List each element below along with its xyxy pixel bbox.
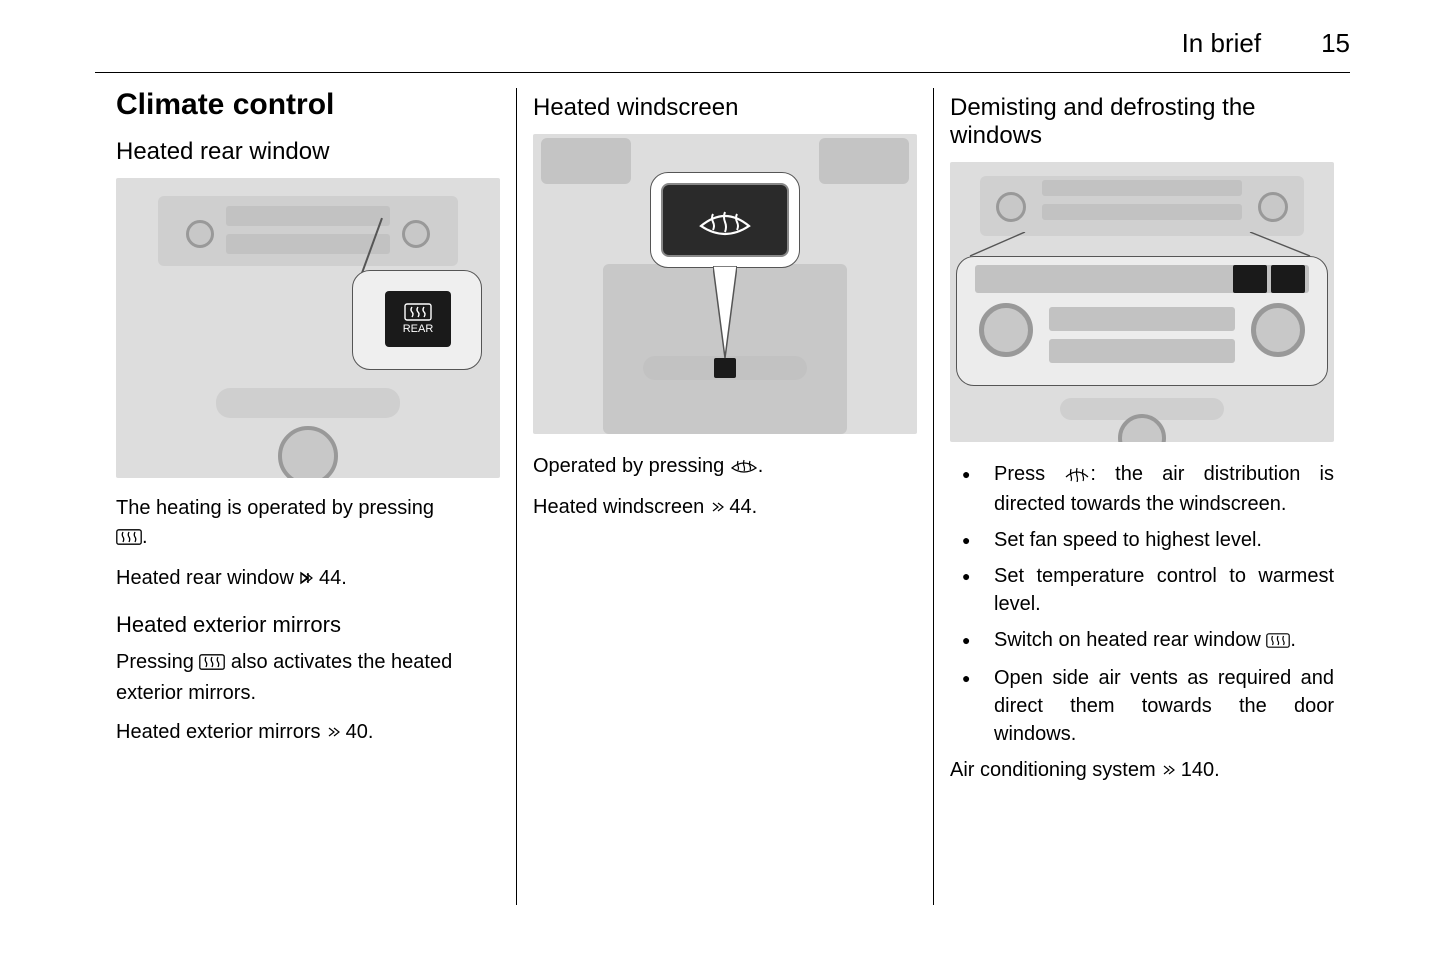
header-section: In brief xyxy=(1182,28,1262,59)
enlarged-knob-right xyxy=(1251,303,1305,357)
page-header: In brief 15 xyxy=(1182,28,1350,59)
content-columns: Climate control Heated rear window REAR xyxy=(100,88,1350,905)
column-3: Demisting and defrosting the windows xyxy=(933,88,1350,905)
enlarged-btn-row-mid2 xyxy=(1049,339,1235,363)
text: . xyxy=(758,455,764,477)
heated-windscreen-icon xyxy=(697,200,753,240)
enlarged-btn-row-mid1 xyxy=(1049,307,1235,331)
step-temperature: Set temperature control to warmest level… xyxy=(950,562,1334,618)
vent-right xyxy=(819,138,909,184)
callout-pointer xyxy=(713,266,737,362)
text: Air conditioning system xyxy=(950,759,1161,781)
rear-defrost-icon-inline xyxy=(199,650,225,679)
front-defrost-button xyxy=(1233,265,1267,293)
column-1: Climate control Heated rear window REAR xyxy=(100,88,516,905)
callout-enlarged-panel xyxy=(956,256,1328,386)
rear-defrost-button xyxy=(1271,265,1305,293)
text: . xyxy=(142,526,148,548)
para-heating-operated: The heating is operated by pressing . xyxy=(116,494,500,554)
text: Operated by pressing xyxy=(533,455,730,477)
para-windscreen-xref: Heated windscreen 44. xyxy=(533,493,917,523)
para-mirrors-xref: Heated exterior mirrors 40. xyxy=(116,718,500,748)
callout-box xyxy=(650,172,800,268)
text: Switch on heated rear window xyxy=(994,629,1266,651)
text: . xyxy=(1290,629,1296,651)
enlarged-knob-left xyxy=(979,303,1033,357)
callout-leaders xyxy=(950,232,1334,262)
figure-heated-windscreen xyxy=(533,134,917,434)
figure-heated-rear-window: REAR xyxy=(116,178,500,478)
step-press-defrost: Press : the air distribution is directed… xyxy=(950,460,1334,518)
text: 44. xyxy=(724,496,757,518)
demist-steps: Press : the air distribution is directed… xyxy=(950,460,1334,748)
knob-right xyxy=(402,220,430,248)
column-2: Heated windscreen xyxy=(516,88,933,905)
text: Heated rear window xyxy=(116,567,299,589)
text: The heating is operated by pressing xyxy=(116,497,434,519)
xref-arrow-icon xyxy=(710,494,724,523)
step-heated-rear: Switch on heated rear window . xyxy=(950,626,1334,656)
rear-defrost-icon-inline xyxy=(1266,628,1290,656)
front-defrost-icon xyxy=(1064,462,1090,490)
heading-heated-rear-window: Heated rear window xyxy=(116,138,500,166)
text: Press xyxy=(994,463,1064,485)
dash-panel-lower xyxy=(216,388,400,418)
upper-btn-row-2 xyxy=(1042,204,1242,220)
xref-arrow-icon xyxy=(1161,757,1175,786)
text: 44. xyxy=(313,567,346,589)
step-fan-speed: Set fan speed to highest level. xyxy=(950,526,1334,554)
vent-left xyxy=(541,138,631,184)
heading-heated-mirrors: Heated exterior mirrors xyxy=(116,612,500,638)
para-mirrors-activate: Pressing also activates the heated exter… xyxy=(116,648,500,708)
text: Heated exterior mirrors xyxy=(116,721,326,743)
para-operated-by: Operated by pressing . xyxy=(533,452,917,483)
heading-heated-windscreen: Heated windscreen xyxy=(533,94,917,122)
xref-arrow-icon xyxy=(299,565,313,594)
rear-label: REAR xyxy=(403,323,434,335)
windscreen-button xyxy=(661,183,789,257)
header-rule xyxy=(95,72,1350,73)
text: Heated windscreen xyxy=(533,496,710,518)
text: 140. xyxy=(1175,759,1219,781)
gear-knob xyxy=(278,426,338,478)
step-side-vents: Open side air vents as required and dire… xyxy=(950,664,1334,748)
para-heated-rear-xref: Heated rear window 44. xyxy=(116,564,500,594)
heading-demist-defrost: Demisting and defrosting the windows xyxy=(950,94,1334,150)
callout-box: REAR xyxy=(352,270,482,370)
upper-btn-row-1 xyxy=(1042,180,1242,196)
upper-knob-left xyxy=(996,192,1026,222)
text: Pressing xyxy=(116,651,199,673)
upper-knob-right xyxy=(1258,192,1288,222)
rear-defrost-icon-inline xyxy=(116,525,142,554)
heated-windscreen-icon-inline xyxy=(730,454,758,483)
para-aircon-xref: Air conditioning system 140. xyxy=(950,756,1334,786)
button-row-lower xyxy=(226,234,390,254)
rear-defrost-icon xyxy=(404,303,432,321)
button-row-upper xyxy=(226,206,390,226)
figure-demist-defrost xyxy=(950,162,1334,442)
rear-defrost-button: REAR xyxy=(385,291,451,347)
page-number: 15 xyxy=(1321,28,1350,59)
text: 40. xyxy=(340,721,373,743)
heading-climate-control: Climate control xyxy=(116,88,500,122)
xref-arrow-icon xyxy=(326,719,340,748)
knob-left xyxy=(186,220,214,248)
